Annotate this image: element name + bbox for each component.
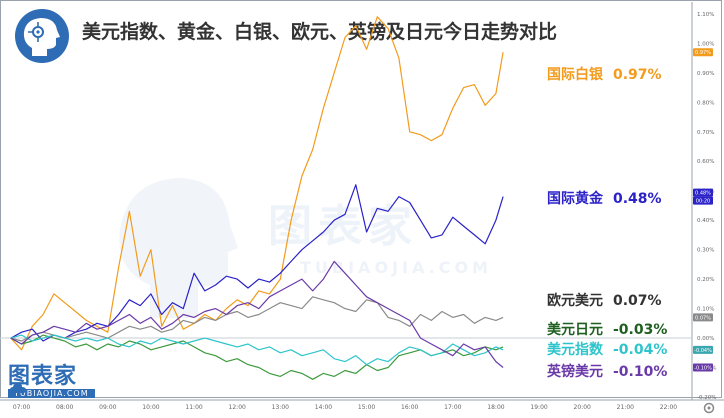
price-tag-label: -0.04% (694, 348, 712, 354)
series-line-1 (10, 184, 504, 342)
y-tick-label: 0.70% (697, 130, 714, 136)
series-value: 0.97% (613, 67, 662, 83)
y-tick-label: 0.10% (697, 307, 714, 313)
x-tick-label: 15:00 (358, 404, 375, 411)
series-value: -0.04% (613, 342, 668, 358)
price-tag-bg (693, 313, 713, 322)
x-tick-label: 13:00 (272, 404, 289, 411)
series-end-label: 美元指数 -0.04% (547, 339, 667, 359)
y-tick-label: 0.20% (697, 277, 714, 283)
y-tick-label: 0.60% (697, 159, 714, 165)
series-name: 国际黄金 (547, 191, 603, 207)
y-tick-label: 0.00% (697, 336, 714, 342)
settings-gear-icon[interactable] (702, 401, 716, 415)
price-tag-bg (693, 196, 713, 205)
series-value: -0.10% (613, 364, 668, 380)
robot-head-logo-icon (15, 9, 69, 63)
chart-frame (0, 0, 722, 398)
series-name: 美元指数 (547, 342, 603, 358)
series-line-4 (10, 334, 504, 366)
x-tick-label: 07:00 (13, 404, 30, 411)
bottom-logo-url: TUBIAOJIA.COM (8, 389, 95, 398)
series-value: 0.48% (613, 191, 662, 207)
y-tick-label: -0.20% (697, 395, 716, 401)
x-tick-label: 20:00 (574, 404, 591, 411)
x-tick-label: 14:00 (315, 404, 332, 411)
x-tick-label: 12:00 (229, 404, 246, 411)
y-tick-label: 1.10% (697, 12, 714, 18)
series-name: 英镑美元 (547, 364, 603, 380)
x-tick-label: 17:00 (444, 404, 461, 411)
series-value: -0.03% (613, 322, 668, 338)
series-name: 美元日元 (547, 322, 603, 338)
series-name: 国际白银 (547, 67, 603, 83)
price-tag-label: 00:20 (696, 199, 710, 205)
x-tick-label: 19:00 (530, 404, 547, 411)
price-tag-bg (693, 345, 713, 354)
x-tick-label: 22:00 (660, 404, 677, 411)
price-tag-bg (693, 48, 713, 57)
price-tag-label: 0.48% (695, 191, 711, 197)
x-tick-label: 21:00 (617, 404, 634, 411)
price-tag-label: -0.10% (694, 366, 712, 372)
watermark-head-icon (119, 178, 238, 318)
y-tick-label: 0.40% (697, 218, 714, 224)
series-end-label: 英镑美元 -0.10% (547, 361, 667, 381)
series-end-label: 国际黄金 0.48% (547, 188, 662, 208)
series-line-0 (10, 16, 504, 351)
price-tag-bg (693, 363, 713, 372)
y-tick-label: 0.80% (697, 100, 714, 106)
y-tick-label: 0.90% (697, 71, 714, 77)
watermark-logo-text: 图表家 (268, 201, 418, 252)
series-line-2 (10, 296, 504, 342)
series-end-label: 美元日元 -0.03% (547, 319, 667, 339)
series-value: 0.07% (613, 293, 662, 309)
x-tick-label: 18:00 (487, 404, 504, 411)
price-tag-bg (693, 188, 713, 197)
x-tick-label: 08:00 (56, 404, 73, 411)
x-tick-label: 10:00 (142, 404, 159, 411)
x-tick-label: 16:00 (401, 404, 418, 411)
series-end-label: 欧元美元 0.07% (547, 290, 662, 310)
series-line-5 (10, 260, 504, 368)
series-name: 欧元美元 (547, 293, 603, 309)
x-tick-label: 11:00 (185, 404, 202, 411)
y-tick-label: 0.30% (697, 248, 714, 254)
chart-title: 美元指数、黄金、白银、欧元、英镑及日元今日走势对比 (82, 21, 558, 43)
series-end-label: 国际白银 0.97% (547, 64, 662, 84)
x-tick-label: 09:00 (99, 404, 116, 411)
price-tag-label: 0.07% (695, 315, 711, 321)
cloud-icon (10, 383, 26, 393)
watermark-logo-url: TUBIAOJIA.COM (300, 258, 492, 277)
y-tick-label: 1.00% (697, 41, 714, 47)
price-tag-label: 0.97% (695, 50, 711, 56)
bottom-logo: 图表家 TUBIAOJIA.COM (8, 358, 95, 398)
